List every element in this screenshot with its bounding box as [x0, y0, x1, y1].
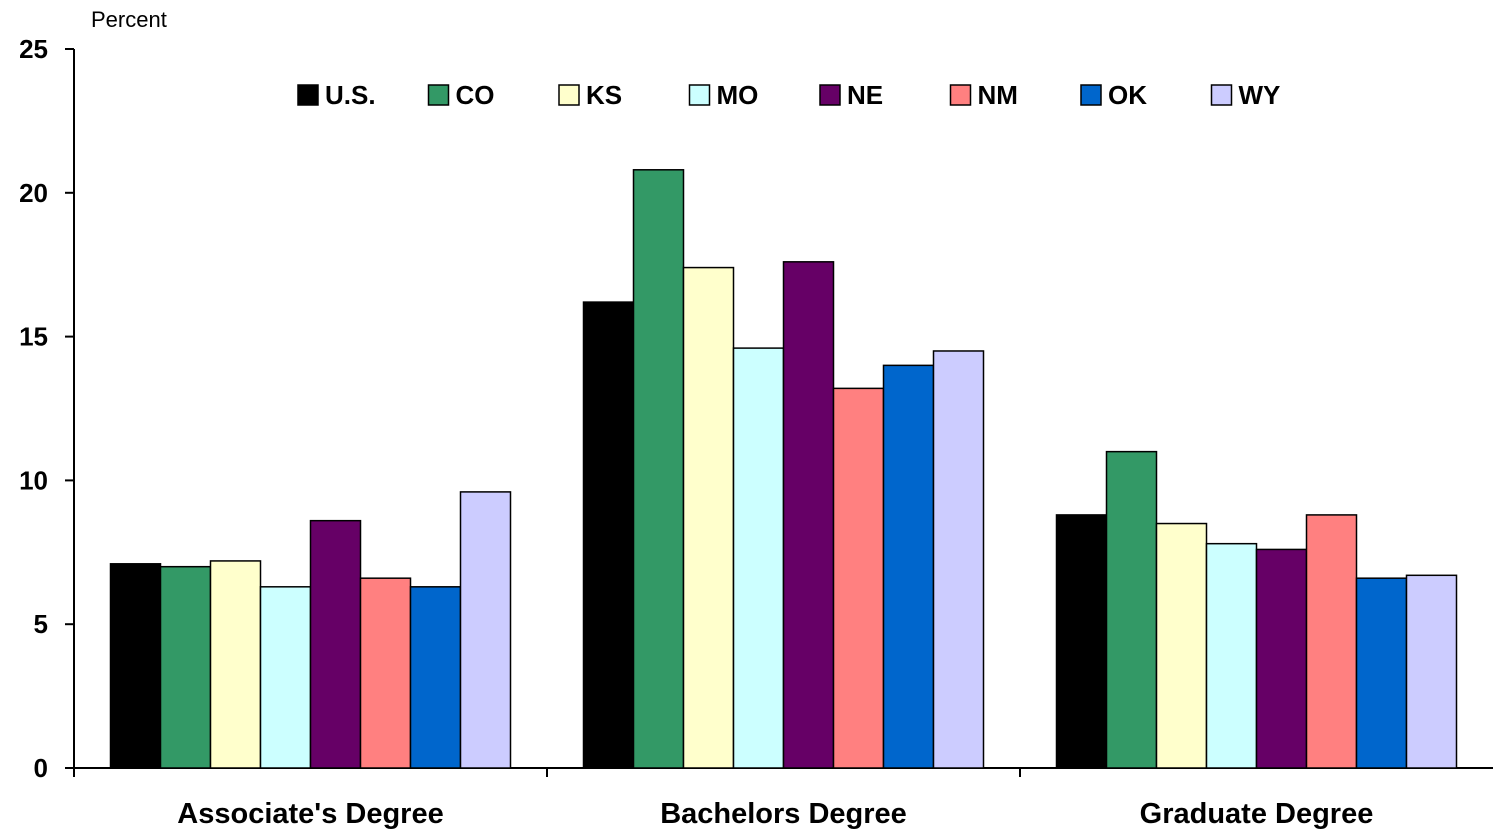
legend-swatch: [688, 84, 711, 106]
y-axis-unit-label: Percent: [91, 7, 167, 32]
legend-label: CO: [456, 80, 495, 110]
legend-label: NM: [978, 80, 1018, 110]
x-category-label: Graduate Degree: [1140, 798, 1374, 830]
legend-label: U.S.: [325, 80, 376, 110]
legend-swatch: [1080, 84, 1102, 106]
legend-swatch: [297, 84, 319, 106]
bar-nm-2: [832, 387, 885, 769]
bar-mo-3: [1205, 542, 1258, 769]
y-tick-label: 10: [19, 465, 48, 495]
bar-mo-1: [259, 586, 312, 769]
y-tick-label: 25: [19, 34, 48, 64]
bars: [109, 169, 1458, 769]
bar-ks-3: [1155, 522, 1208, 769]
x-category-label: Associate's Degree: [177, 798, 443, 830]
bar-ne-1: [309, 519, 362, 769]
bar-co-1: [159, 565, 212, 769]
legend-swatch: [558, 84, 580, 106]
y-tick-label: 0: [34, 753, 48, 783]
bar-co-2: [632, 169, 685, 769]
bar-wy-2: [932, 350, 985, 769]
bar-ok-2: [882, 364, 935, 769]
legend-label: KS: [586, 80, 622, 110]
legend-label: WY: [1239, 80, 1281, 110]
bar-mo-2: [732, 347, 785, 769]
bar-wy-1: [459, 491, 512, 769]
bar-nm-3: [1305, 514, 1358, 769]
bar-wy-3: [1405, 574, 1458, 769]
bar-ok-1: [409, 586, 462, 769]
legend-swatch: [949, 84, 972, 106]
legend: U.S. CO KS MO NE NM OK WY: [297, 80, 1281, 110]
bar-ks-2: [682, 266, 735, 769]
legend-label: NE: [847, 80, 883, 110]
y-tick-label: 5: [34, 609, 48, 639]
bar-us-3: [1055, 514, 1108, 769]
y-tick-label: 20: [19, 178, 48, 208]
bar-us-1: [109, 563, 162, 769]
legend-swatch: [1210, 84, 1233, 106]
legend-label: MO: [717, 80, 759, 110]
bar-ks-1: [209, 560, 262, 769]
y-tick-label: 15: [19, 322, 48, 352]
bar-nm-1: [359, 577, 412, 769]
labels: 0 5 10 15 20 25 Percent Associate's Degree Bache…: [19, 7, 1373, 830]
legend-label: OK: [1108, 80, 1147, 110]
legend-swatch: [819, 84, 841, 106]
bar-us-2: [582, 301, 635, 769]
x-category-label: Bachelors Degree: [660, 798, 907, 830]
bar-ne-3: [1255, 548, 1308, 769]
legend-swatch: [427, 84, 450, 106]
bar-ne-2: [782, 261, 835, 769]
bar-ok-3: [1355, 577, 1408, 769]
bar-co-3: [1105, 450, 1158, 769]
